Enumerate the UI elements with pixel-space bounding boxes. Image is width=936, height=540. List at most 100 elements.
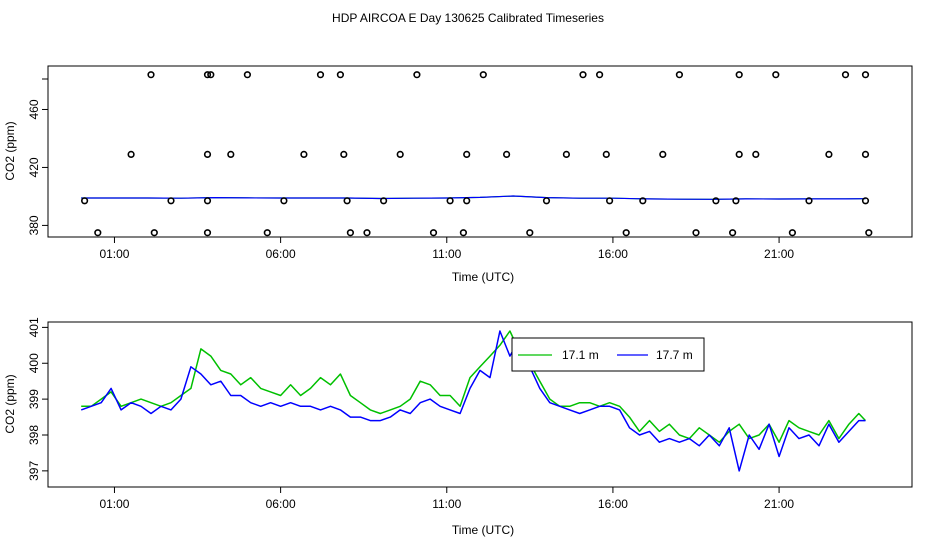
- bot-y-tick-label-4: 401: [27, 317, 41, 337]
- calibration-point: [227, 150, 235, 158]
- calibration-point: [788, 229, 797, 237]
- calibration-point: [865, 229, 873, 237]
- calibration-point: [861, 197, 870, 205]
- calibration-point: [526, 229, 534, 237]
- calibration-point: [735, 150, 743, 158]
- calibration-point: [203, 71, 212, 79]
- bottom-y-axis: 397 398 399 400 401: [27, 317, 48, 481]
- calibration-point: [825, 150, 833, 158]
- calibration-point: [732, 197, 740, 205]
- calibration-point: [659, 150, 667, 158]
- top-x-tick-label-2: 11:00: [432, 247, 461, 261]
- top-series-lines: [81, 195, 866, 200]
- bot-y-tick-label-2: 399: [27, 389, 41, 409]
- calibration-point: [300, 150, 308, 158]
- calibration-point: [805, 197, 813, 205]
- calibration-point: [841, 71, 850, 79]
- series-line-17-7-m: [80, 330, 866, 472]
- calibration-point: [127, 150, 135, 158]
- top-y-axis-label: CO2 (ppm): [3, 121, 17, 180]
- calibration-point: [605, 197, 614, 205]
- calibration-point: [94, 229, 102, 237]
- calibration-point: [380, 197, 388, 205]
- bot-y-tick-label-1: 398: [27, 425, 41, 445]
- calibration-point: [363, 229, 371, 237]
- bot-y-tick-label-0: 397: [27, 461, 41, 481]
- calibration-point: [413, 71, 421, 79]
- calibration-point: [243, 71, 251, 79]
- calibration-point: [336, 71, 345, 79]
- top-y-axis: 380 420 460: [27, 78, 48, 235]
- top-series-line-blue: [81, 195, 866, 200]
- top-y-tick-label-2: 460: [27, 99, 41, 119]
- top-x-axis: 01:00 06:00 11:00 16:00 21:00: [99, 237, 794, 261]
- calibration-point: [459, 229, 468, 237]
- calibration-point: [343, 197, 351, 205]
- top-x-tick-label-1: 06:00: [266, 247, 296, 261]
- bottom-x-axis-label: Time (UTC): [452, 523, 514, 537]
- calibration-point: [463, 197, 471, 205]
- calibration-point: [692, 229, 700, 237]
- calibration-point: [446, 197, 454, 205]
- calibration-point: [167, 197, 175, 205]
- calibration-point: [263, 229, 271, 237]
- calibration-point: [542, 197, 551, 205]
- top-x-tick-label-4: 21:00: [764, 247, 794, 261]
- calibration-point: [463, 150, 471, 158]
- top-y-tick-label-1: 420: [27, 157, 41, 177]
- calibration-point: [340, 150, 348, 158]
- calibration-point: [728, 229, 737, 237]
- top-x-tick-label-3: 16:00: [598, 247, 628, 261]
- calibration-point: [639, 197, 647, 205]
- bottom-series-lines: [80, 330, 867, 472]
- legend: 17.1 m 17.7 m: [511, 337, 705, 372]
- top-x-tick-label-0: 01:00: [99, 247, 129, 261]
- calibration-point: [203, 150, 212, 158]
- calibration-point: [772, 71, 780, 79]
- calibration-point: [735, 71, 743, 79]
- calibration-point: [752, 150, 760, 158]
- series-line-17-1-m: [81, 330, 867, 443]
- calibration-point: [861, 71, 870, 79]
- calibration-point: [595, 71, 604, 79]
- calibration-point: [622, 229, 630, 237]
- calibration-point: [675, 71, 684, 79]
- bottom-x-axis: 01:00 06:00 11:00 16:00 21:00: [99, 487, 794, 511]
- bot-x-tick-label-1: 06:00: [266, 497, 296, 511]
- bot-x-tick-label-3: 16:00: [598, 497, 628, 511]
- calibration-point: [712, 197, 720, 205]
- calibration-point: [479, 71, 487, 79]
- calibration-point: [579, 71, 587, 79]
- bot-x-tick-label-2: 11:00: [432, 497, 461, 511]
- bottom-y-axis-label: CO2 (ppm): [3, 374, 17, 433]
- calibration-point: [503, 150, 511, 158]
- calibration-point: [429, 229, 438, 237]
- calibration-point: [80, 197, 89, 205]
- bot-y-tick-label-3: 400: [27, 353, 41, 373]
- legend-label-17-1m: 17.1 m: [562, 348, 599, 362]
- calibration-point: [346, 229, 355, 237]
- bottom-panel: 01:00 06:00 11:00 16:00 21:00 397 398 399 400 40…: [3, 317, 913, 537]
- calibration-point: [316, 71, 325, 79]
- calibration-point: [280, 197, 288, 205]
- calibration-point: [861, 150, 870, 158]
- calibration-point: [150, 229, 158, 237]
- calibration-point: [396, 150, 404, 158]
- calibration-point: [602, 150, 610, 158]
- top-calibration-points: [80, 71, 873, 237]
- calibration-point: [147, 71, 155, 79]
- top-panel: 01:00 06:00 11:00 16:00 21:00 380 420 460 Time…: [3, 65, 913, 284]
- bot-x-tick-label-0: 01:00: [99, 497, 129, 511]
- bot-x-tick-label-4: 21:00: [764, 497, 794, 511]
- top-x-axis-label: Time (UTC): [452, 270, 514, 284]
- calibration-point: [203, 229, 212, 237]
- top-y-tick-label-0: 380: [27, 215, 41, 235]
- calibration-point: [207, 71, 215, 79]
- calibration-point: [562, 150, 571, 158]
- figure-title: HDP AIRCOA E Day 130625 Calibrated Times…: [332, 11, 604, 25]
- legend-label-17-7m: 17.7 m: [656, 348, 693, 362]
- bottom-plot-frame: [47, 321, 913, 488]
- calibration-point: [203, 197, 212, 205]
- top-plot-frame: [47, 65, 913, 238]
